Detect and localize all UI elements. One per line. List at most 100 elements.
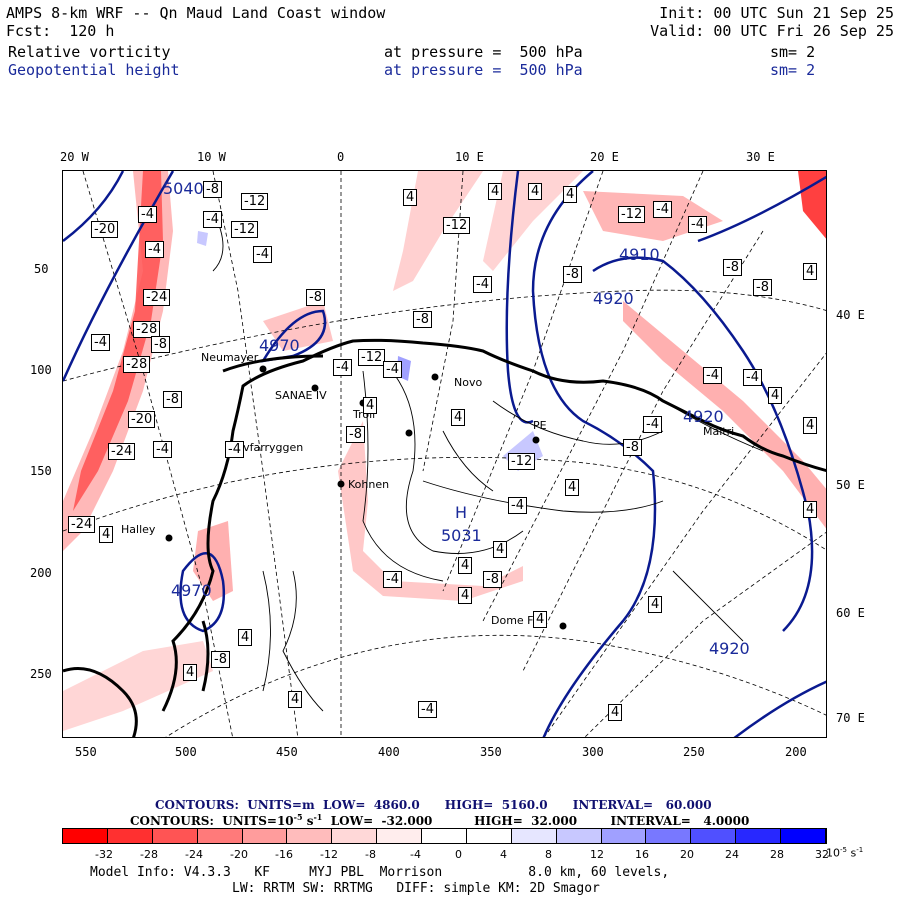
y-tick-150: 150 (30, 464, 52, 478)
height-label: 5031 (441, 526, 482, 545)
lon-tick-70e: 70 E (836, 711, 865, 725)
colorbar-unit-base: 10 (826, 846, 840, 860)
height-label: 5040 (163, 179, 204, 198)
height-contour-info: CONTOURS: UNITS=m LOW= 4860.0 HIGH= 5160… (155, 798, 712, 812)
vorticity-contour-label: 4 (363, 397, 378, 414)
field1-smoothing: sm= 2 (770, 43, 816, 61)
vorticity-contour-label: -4 (703, 367, 722, 384)
vorticity-contour-label: 4 (528, 183, 543, 200)
vorticity-contour-label: -8 (413, 311, 432, 328)
x-tick-350: 350 (480, 745, 502, 759)
vorticity-contour-label: -4 (383, 361, 402, 378)
colorbar (62, 828, 827, 844)
vorticity-contour-label: -24 (68, 516, 96, 533)
vorticity-contour-label: 4 (803, 263, 818, 280)
lon-tick-50e: 50 E (836, 478, 865, 492)
init-time: Init: 00 UTC Sun 21 Sep 25 (659, 4, 894, 22)
field2-name: Geopotential height (8, 61, 180, 79)
y-tick-50: 50 (34, 262, 49, 276)
map-panel: Neumayer SANAE IV Troll Novo PE Kohnen H… (62, 170, 827, 738)
height-label: 4920 (683, 407, 724, 426)
vorticity-contour-label: 4 (493, 541, 508, 558)
colorbar-swatch (781, 829, 826, 843)
vorticity-contour-label: -4 (643, 416, 662, 433)
vorticity-contour-label: -4 (653, 201, 672, 218)
vorticity-contour-label: -4 (91, 334, 110, 351)
vorticity-contour-label: 4 (183, 664, 198, 681)
colorbar-tick-label: -20 (230, 848, 248, 861)
height-label: 4970 (171, 581, 212, 600)
lon-tick-20e: 20 E (590, 150, 619, 164)
vorticity-contour-label: -24 (143, 289, 171, 306)
colorbar-swatch (197, 829, 243, 843)
vorticity-contour-label: -4 (253, 246, 272, 263)
vorticity-contour-label: -12 (231, 221, 259, 238)
physics-info: LW: RRTM SW: RRTMG DIFF: simple KM: 2D S… (232, 881, 600, 896)
vorticity-contour-label: -20 (128, 411, 156, 428)
vorticity-contour-label: 4 (458, 557, 473, 574)
vort-info-exp2: -1 (313, 812, 323, 822)
vorticity-contour-label: -8 (163, 391, 182, 408)
colorbar-swatch (466, 829, 512, 843)
x-tick-500: 500 (175, 745, 197, 759)
vorticity-contour-label: 4 (803, 417, 818, 434)
colorbar-tick-label: 12 (590, 848, 604, 861)
colorbar-tick-label: 8 (545, 848, 552, 861)
colorbar-tick-label: -24 (185, 848, 203, 861)
station-maitri: Maitri (703, 425, 735, 438)
vorticity-contour-label: -8 (203, 181, 222, 198)
lon-tick-10e: 10 E (455, 150, 484, 164)
colorbar-unit: 10-5 s-1 (826, 846, 863, 860)
vorticity-contour-label: 4 (565, 479, 580, 496)
colorbar-swatch (691, 829, 737, 843)
x-tick-250: 250 (683, 745, 705, 759)
colorbar-tick-label: 0 (455, 848, 462, 861)
vorticity-contour-label: 4 (533, 611, 548, 628)
colorbar-swatch (63, 829, 108, 843)
lon-tick-40e: 40 E (836, 308, 865, 322)
vorticity-contour-label: 4 (99, 526, 114, 543)
station-neumayer: Neumayer (201, 351, 259, 364)
vort-info-exp: -5 (293, 812, 303, 822)
vorticity-contour-label: -8 (723, 259, 742, 276)
colorbar-swatch (107, 829, 153, 843)
vorticity-contour-label: 4 (803, 501, 818, 518)
colorbar-swatch (646, 829, 692, 843)
vorticity-contour-label: 4 (768, 387, 783, 404)
colorbar-tick-label: 20 (680, 848, 694, 861)
field1-name: Relative vorticity (8, 43, 171, 61)
vorticity-contour-label: 4 (648, 596, 663, 613)
vorticity-contour-label: -4 (418, 701, 437, 718)
vorticity-contour-label: -8 (563, 266, 582, 283)
vorticity-contour-label: -12 (241, 193, 269, 210)
vorticity-contour-label: -4 (153, 441, 172, 458)
x-tick-200: 200 (785, 745, 807, 759)
vorticity-contour-label: -12 (443, 217, 471, 234)
colorbar-tick-label: -32 (95, 848, 113, 861)
vorticity-contour-info: CONTOURS: UNITS=10-5 s-1 LOW= -32.000 HI… (130, 812, 749, 828)
x-tick-300: 300 (582, 745, 604, 759)
x-tick-450: 450 (276, 745, 298, 759)
colorbar-unit-s-exp: -1 (856, 846, 864, 854)
vorticity-contour-label: -12 (618, 206, 646, 223)
colorbar-tick-label: 28 (770, 848, 784, 861)
colorbar-swatch (601, 829, 647, 843)
station-sanae: SANAE IV (275, 389, 327, 402)
vorticity-contour-label: 4 (238, 629, 253, 646)
colorbar-tick-label: -16 (275, 848, 293, 861)
colorbar-tick-label: -4 (410, 848, 421, 861)
colorbar-unit-exp: -5 (840, 846, 847, 854)
station-pe: PE (533, 419, 547, 432)
height-label: 4970 (259, 336, 300, 355)
map-title: AMPS 8-km WRF -- Qn Maud Land Coast wind… (6, 4, 386, 22)
vorticity-contour-label: -28 (133, 321, 161, 338)
station-kohnen: Kohnen (348, 478, 390, 491)
vort-info-tail: LOW= -32.000 HIGH= 32.000 INTERVAL= 4.00… (322, 814, 750, 828)
coastline (63, 338, 826, 737)
vorticity-contour-label: -4 (333, 359, 352, 376)
vorticity-contour-label: -4 (225, 441, 244, 458)
vorticity-contour-label: -8 (151, 336, 170, 353)
vorticity-contour-label: -4 (383, 571, 402, 588)
station-novo: Novo (454, 376, 483, 389)
colorbar-tick-label: 4 (500, 848, 507, 861)
